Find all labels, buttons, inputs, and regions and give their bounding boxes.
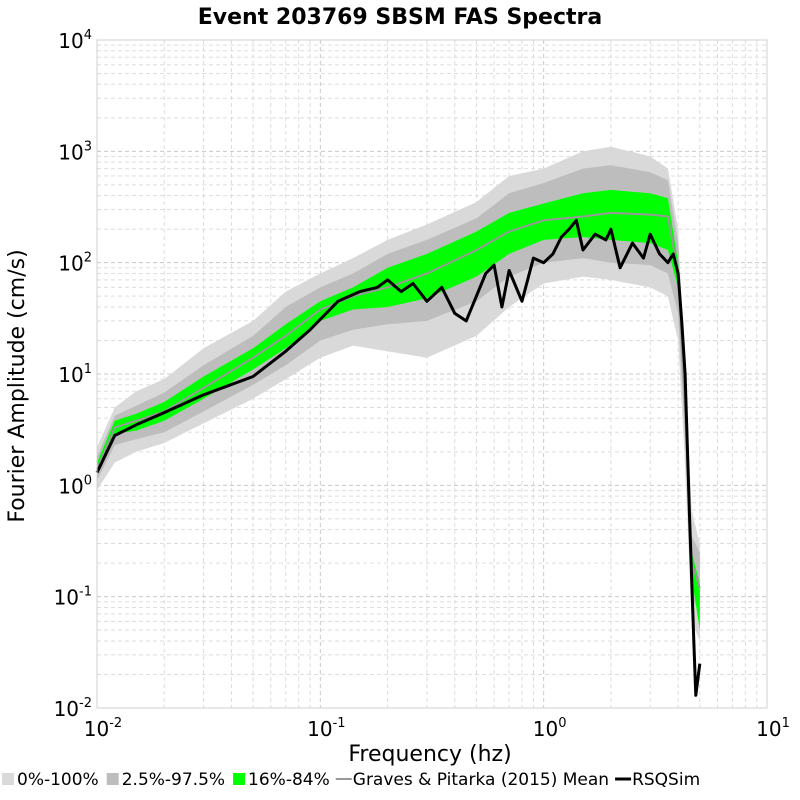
rsqsim-line — [95, 218, 702, 697]
legend-label: RSQSim — [632, 770, 700, 790]
y-tick-label: 100 — [58, 473, 92, 498]
chart-title: Event 203769 SBSM FAS Spectra — [198, 5, 602, 30]
y-tick-label: 10-2 — [54, 696, 92, 721]
y-axis-ticks: 10-2 10-1 100 101 102 103 104 — [54, 28, 92, 721]
y-tick-label: 101 — [58, 362, 92, 387]
legend-label: Graves & Pitarka (2015) Mean — [353, 770, 609, 790]
y-tick-label: 102 — [58, 251, 92, 276]
x-tick-label: 100 — [533, 716, 567, 741]
legend-swatch — [233, 773, 246, 785]
legend-label: 16%-84% — [248, 770, 330, 790]
legend-swatch — [2, 773, 14, 785]
y-tick-label: 103 — [58, 139, 92, 164]
x-axis-ticks: 10-2 10-1 100 101 — [84, 716, 790, 741]
legend: 0%-100% 2.5%-97.5% 16%-84% Graves & Pitarka… — [2, 770, 700, 790]
x-tick-label: 10-1 — [307, 716, 345, 741]
x-tick-label: 10-2 — [84, 716, 122, 741]
x-axis-label: Frequency (hz) — [348, 742, 511, 767]
y-tick-label: 104 — [58, 28, 92, 53]
spectra-lines — [95, 211, 702, 697]
legend-label: 0%-100% — [17, 770, 99, 790]
x-tick-label: 101 — [756, 716, 790, 741]
band-16-84 — [97, 189, 700, 631]
y-tick-label: 10-1 — [54, 585, 92, 610]
legend-swatch — [106, 773, 119, 785]
graves-pitarka-mean-line — [96, 211, 701, 589]
y-axis-label: Fourier Amplitude (cm/s) — [5, 249, 30, 522]
plot-frame — [96, 39, 768, 709]
band-0-100 — [97, 146, 700, 641]
legend-label: 2.5%-97.5% — [122, 770, 225, 790]
